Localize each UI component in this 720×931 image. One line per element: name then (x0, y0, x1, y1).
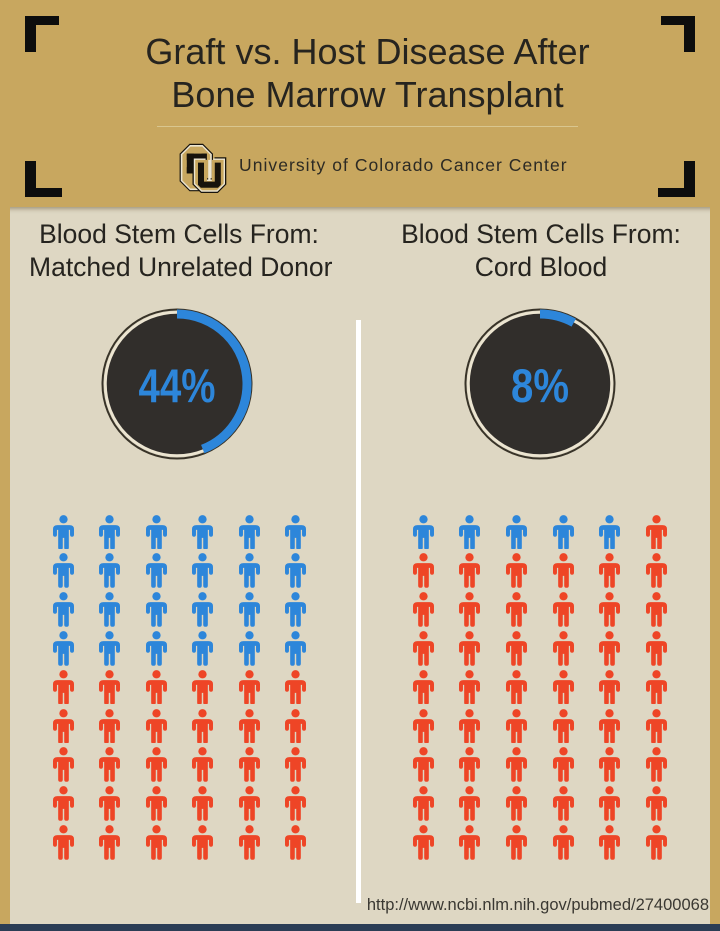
svg-text:44%: 44% (139, 359, 216, 412)
svg-text:8%: 8% (511, 359, 569, 412)
